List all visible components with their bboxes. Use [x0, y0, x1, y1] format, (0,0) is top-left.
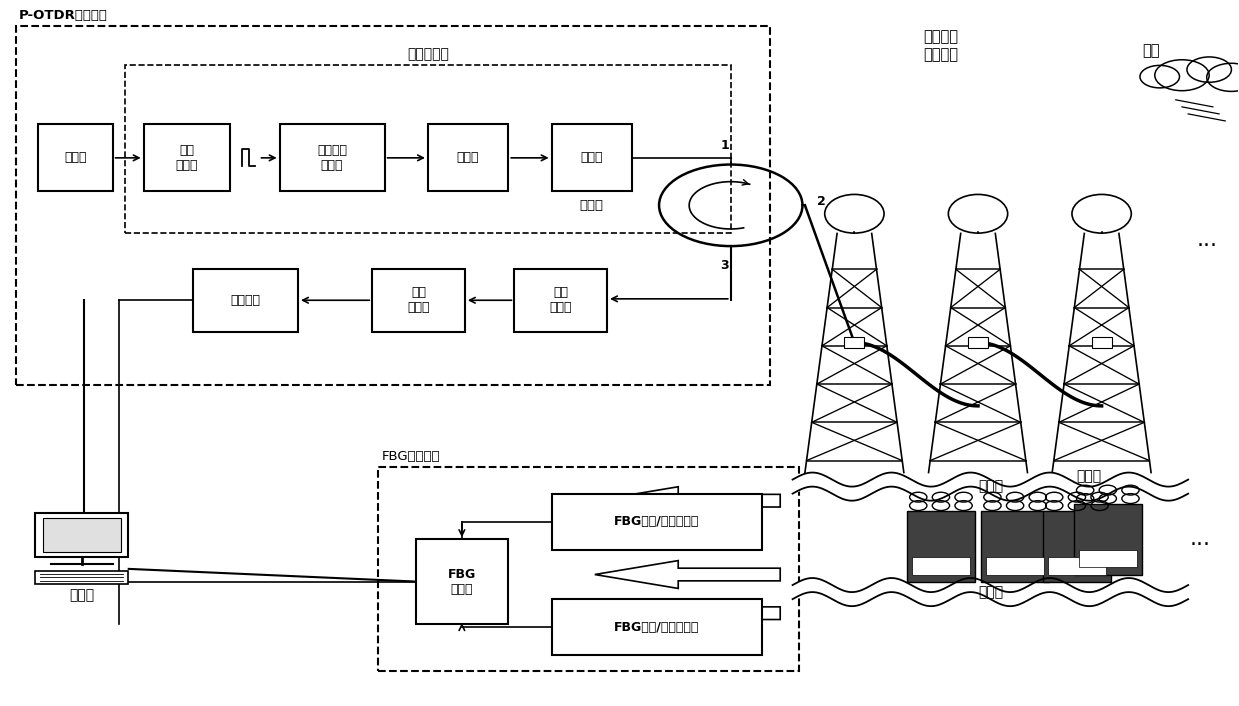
Text: 大气压: 大气压 — [978, 479, 1002, 493]
FancyArrow shape — [595, 599, 781, 627]
Text: 环形器: 环形器 — [579, 199, 603, 212]
FancyBboxPatch shape — [1048, 557, 1106, 575]
Text: 激光器: 激光器 — [64, 151, 87, 164]
Text: FBG温度/压力传感器: FBG温度/压力传感器 — [613, 621, 699, 634]
Text: 温度场: 温度场 — [978, 585, 1002, 599]
Text: 声光
调制器: 声光 调制器 — [176, 144, 198, 172]
Text: 计算机: 计算机 — [69, 589, 94, 603]
Text: 1: 1 — [720, 139, 729, 152]
FancyBboxPatch shape — [912, 557, 970, 575]
Text: 光纤复合
架空地线: 光纤复合 架空地线 — [923, 30, 959, 62]
Text: 数据采集: 数据采集 — [230, 294, 260, 307]
FancyBboxPatch shape — [372, 268, 465, 332]
Text: FBG温度/压力传感器: FBG温度/压力传感器 — [613, 515, 699, 528]
FancyArrow shape — [595, 486, 781, 515]
Text: 隔离器: 隔离器 — [457, 151, 479, 164]
Text: 大风: 大风 — [1142, 44, 1160, 59]
Text: 起偏器: 起偏器 — [580, 151, 603, 164]
FancyBboxPatch shape — [280, 124, 384, 191]
FancyBboxPatch shape — [1092, 337, 1111, 348]
Text: 光电
探测器: 光电 探测器 — [408, 286, 430, 314]
Text: P-OTDR解调系统: P-OTDR解调系统 — [19, 9, 108, 23]
FancyBboxPatch shape — [36, 571, 128, 584]
Text: 2: 2 — [818, 196, 826, 208]
FancyBboxPatch shape — [551, 493, 762, 550]
FancyBboxPatch shape — [907, 511, 975, 582]
Text: 3: 3 — [720, 259, 729, 272]
FancyBboxPatch shape — [144, 124, 230, 191]
Text: 掺铒光纤
放大器: 掺铒光纤 放大器 — [317, 144, 347, 172]
FancyBboxPatch shape — [193, 268, 299, 332]
Text: ...: ... — [1196, 230, 1217, 251]
FancyBboxPatch shape — [415, 539, 508, 623]
FancyBboxPatch shape — [981, 511, 1049, 582]
FancyBboxPatch shape — [986, 557, 1044, 575]
FancyBboxPatch shape — [43, 517, 120, 552]
FancyBboxPatch shape — [1074, 504, 1142, 575]
FancyBboxPatch shape — [36, 513, 128, 557]
FancyBboxPatch shape — [38, 124, 113, 191]
Text: FBG
解调器: FBG 解调器 — [447, 568, 476, 596]
FancyBboxPatch shape — [551, 599, 762, 655]
Text: 偏振
分束器: 偏振 分束器 — [550, 286, 572, 314]
Text: ...: ... — [1189, 530, 1211, 549]
Text: 调制光脉冲: 调制光脉冲 — [406, 47, 449, 61]
FancyBboxPatch shape — [551, 124, 632, 191]
FancyArrow shape — [595, 561, 781, 588]
FancyBboxPatch shape — [845, 337, 865, 348]
FancyBboxPatch shape — [1079, 550, 1137, 568]
Text: FBG解调系统: FBG解调系统 — [382, 450, 441, 463]
FancyBboxPatch shape — [514, 268, 607, 332]
FancyBboxPatch shape — [968, 337, 987, 348]
FancyBboxPatch shape — [427, 124, 508, 191]
FancyBboxPatch shape — [1043, 511, 1111, 582]
Text: 变压器: 变压器 — [1077, 469, 1101, 483]
